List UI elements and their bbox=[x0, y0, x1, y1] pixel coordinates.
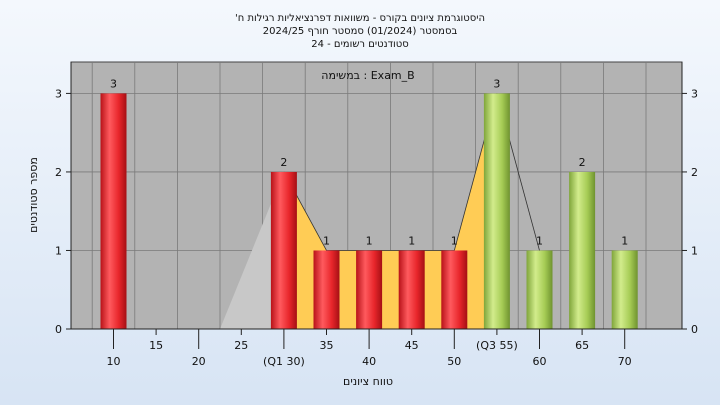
y-tick-label-left: 3 bbox=[55, 87, 62, 100]
data-label-9: 3 bbox=[493, 77, 500, 90]
y-tick-label-right: 1 bbox=[691, 244, 698, 257]
x-axis-title: טווח ציונים bbox=[343, 375, 393, 388]
y-tick-label-right: 2 bbox=[691, 166, 698, 179]
chart-annotation: Exam_B : במשימה bbox=[321, 69, 414, 82]
data-label-5: 1 bbox=[323, 234, 330, 247]
y-axis-title: מספר סטודנטים bbox=[27, 157, 40, 233]
data-label-6: 1 bbox=[366, 234, 373, 247]
bar-4 bbox=[270, 171, 297, 329]
bar-5 bbox=[313, 250, 340, 329]
x-tick-label-5: 35 bbox=[320, 339, 334, 352]
x-tick-label-11: 65 bbox=[575, 339, 589, 352]
y-tick-label-left: 1 bbox=[55, 244, 62, 257]
quartile-band-lead bbox=[220, 171, 284, 329]
x-tick-label-6: 40 bbox=[362, 355, 376, 368]
x-tick-label-12: 70 bbox=[618, 355, 632, 368]
data-label-4: 2 bbox=[280, 156, 287, 169]
axes: 0 0 1 1 2 2 3 3 10 15 20 25 (Q1 30) 35 40 45 50 (Q3 55) 60… bbox=[55, 62, 698, 368]
chart-title: היסטוגרמת ציונים בקורס - משוואות דפרנציא… bbox=[235, 13, 485, 50]
y-tick-label-right: 0 bbox=[691, 323, 698, 336]
title-line-1: היסטוגרמת ציונים בקורס - משוואות דפרנציא… bbox=[235, 13, 485, 24]
x-tick-label-3: 25 bbox=[234, 339, 248, 352]
data-label-7: 1 bbox=[408, 234, 415, 247]
bar-11 bbox=[569, 171, 596, 329]
y-tick-label-left: 0 bbox=[55, 323, 62, 336]
y-tick-label-right: 3 bbox=[691, 87, 698, 100]
bar-0 bbox=[100, 93, 127, 329]
x-tick-label-0: 10 bbox=[107, 355, 121, 368]
x-tick-label-8: 50 bbox=[447, 355, 461, 368]
x-tick-label-2: 20 bbox=[192, 355, 206, 368]
x-tick-label-4: (Q1 30) bbox=[263, 355, 305, 368]
data-labels: 3 2 1 1 1 1 3 1 2 1 bbox=[110, 77, 628, 247]
title-line-3: סטודנטים רשומים - 24 bbox=[311, 39, 409, 50]
x-tick-label-1: 15 bbox=[149, 339, 163, 352]
data-label-10: 1 bbox=[536, 234, 543, 247]
bar-9 bbox=[483, 93, 510, 329]
bar-6 bbox=[356, 250, 383, 329]
bars bbox=[100, 93, 638, 329]
data-label-12: 1 bbox=[621, 234, 628, 247]
data-label-11: 2 bbox=[579, 156, 586, 169]
x-tick-label-10: 60 bbox=[533, 355, 547, 368]
data-label-0: 3 bbox=[110, 77, 117, 90]
y-tick-label-left: 2 bbox=[55, 166, 62, 179]
x-tick-label-7: 45 bbox=[405, 339, 419, 352]
title-line-2: בסמסטר (01/2024) סמסטר חורף 2024/25 bbox=[263, 26, 458, 37]
x-tick-label-9: (Q3 55) bbox=[476, 339, 518, 352]
bar-12 bbox=[611, 250, 638, 329]
bar-7 bbox=[398, 250, 425, 329]
bar-10 bbox=[526, 250, 553, 329]
bar-8 bbox=[441, 250, 468, 329]
data-label-8: 1 bbox=[451, 234, 458, 247]
